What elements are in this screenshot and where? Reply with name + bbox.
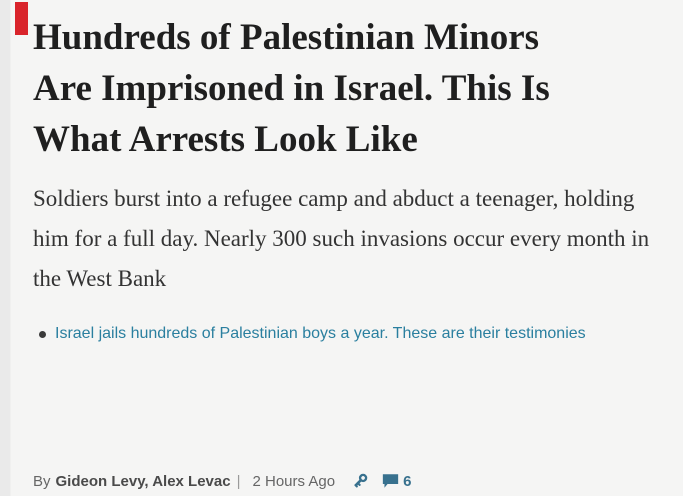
- comments-count: 6: [403, 472, 412, 490]
- bullet-icon: [39, 330, 46, 338]
- speech-bubble-icon: [382, 473, 399, 489]
- byline-icons: 6: [351, 472, 411, 490]
- subheadline-line-2: him for a full day. Nearly 300 such inva…: [33, 226, 650, 251]
- article-headline: Hundreds of Palestinian Minors Are Impri…: [33, 12, 671, 165]
- article-header: Hundreds of Palestinian Minors Are Impri…: [33, 0, 671, 496]
- subheadline-line-1: Soldiers burst into a refugee camp and a…: [33, 186, 635, 211]
- timestamp: 2 Hours Ago: [252, 472, 336, 490]
- headline-line-1: Hundreds of Palestinian Minors: [33, 17, 540, 58]
- premium-key-icon: [351, 472, 369, 490]
- headline-line-2: Are Imprisoned in Israel. This Is: [33, 68, 550, 109]
- headline-line-3: What Arrests Look Like: [33, 119, 418, 160]
- byline-separator: |: [236, 472, 241, 490]
- related-link-item: Israel jails hundreds of Palestinian boy…: [33, 323, 671, 345]
- red-banner-mark: [15, 2, 28, 35]
- page-left-edge: [0, 0, 11, 496]
- article-subheadline: Soldiers burst into a refugee camp and a…: [33, 179, 671, 299]
- related-story-link[interactable]: Israel jails hundreds of Palestinian boy…: [55, 325, 586, 342]
- byline-bar: By Gideon Levy, Alex Levac | 2 Hours Ago…: [33, 472, 411, 490]
- byline-prefix: By: [33, 472, 51, 490]
- comments-button[interactable]: 6: [382, 473, 411, 490]
- subheadline-line-3: the West Bank: [33, 266, 167, 291]
- author-names-link[interactable]: Gideon Levy, Alex Levac: [55, 472, 231, 490]
